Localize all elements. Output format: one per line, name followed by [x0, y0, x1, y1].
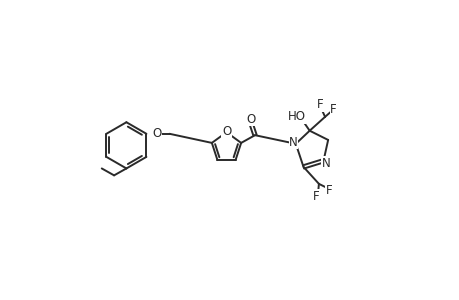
Text: O: O: [152, 127, 162, 140]
Text: F: F: [316, 98, 323, 111]
Text: F: F: [330, 103, 336, 116]
Text: HO: HO: [287, 110, 305, 123]
Text: N: N: [289, 136, 297, 149]
Text: N: N: [321, 157, 330, 169]
Text: O: O: [221, 125, 230, 138]
Text: O: O: [246, 112, 255, 125]
Text: F: F: [325, 184, 331, 196]
Text: F: F: [313, 190, 319, 203]
